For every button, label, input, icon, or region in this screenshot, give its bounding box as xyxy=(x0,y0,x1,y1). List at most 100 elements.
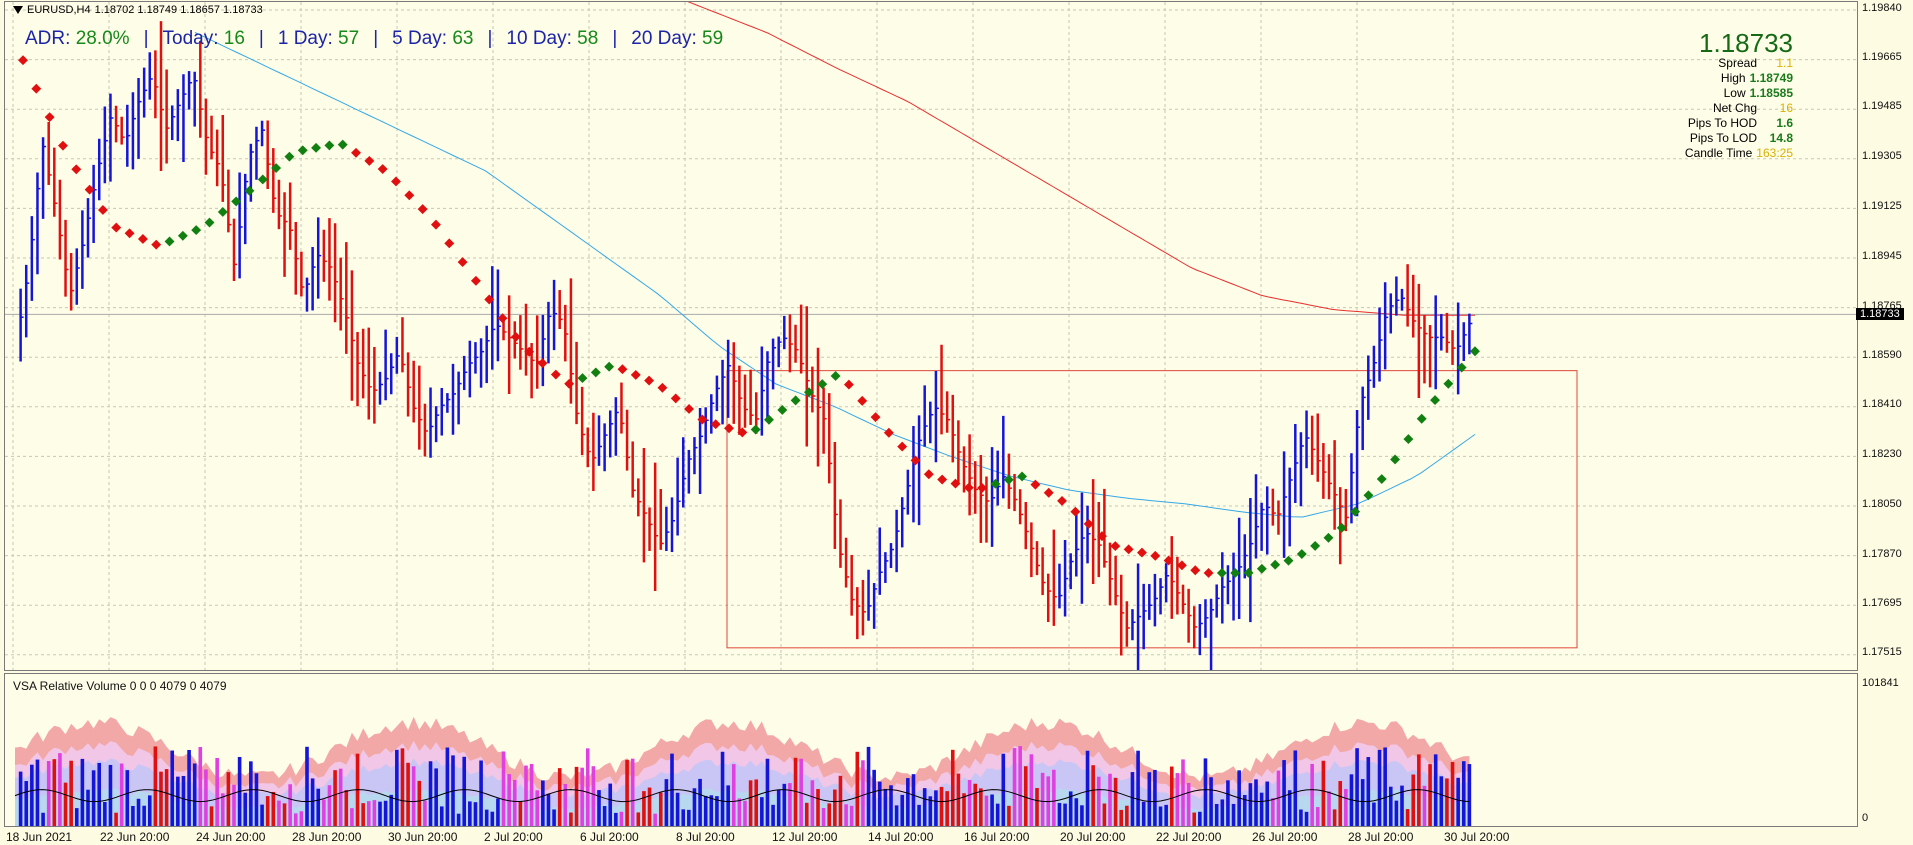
volume-bar xyxy=(855,751,860,826)
trend-dot xyxy=(271,163,282,174)
trend-dot xyxy=(297,145,308,156)
high-label: High xyxy=(1720,71,1746,85)
volume-bar xyxy=(743,800,747,826)
ohlc-bar xyxy=(1417,283,1422,399)
ohlc-bar xyxy=(148,52,153,100)
volume-bar xyxy=(956,773,961,826)
ohlc-bar xyxy=(1299,432,1304,507)
trend-dot xyxy=(590,367,601,378)
ohlc-bar xyxy=(1215,584,1220,618)
trend-dot xyxy=(257,174,268,185)
volume-bar xyxy=(675,792,680,826)
ohlc-bar xyxy=(1440,314,1445,351)
ohlc-bar xyxy=(395,336,400,374)
ohlc-bar xyxy=(923,385,928,447)
volume-bar xyxy=(917,804,921,826)
trend-dot xyxy=(18,55,28,66)
trend-dot xyxy=(1470,346,1480,357)
volume-bar xyxy=(1001,753,1006,826)
volume-bar xyxy=(1242,794,1247,826)
volume-bar xyxy=(288,784,292,826)
volume-bar xyxy=(434,768,438,826)
ohlc-bar xyxy=(743,374,748,428)
ohlc-bar xyxy=(637,478,642,517)
ohlc-bar xyxy=(586,427,591,468)
volume-pane[interactable]: VSA Relative Volume 0 0 0 4079 0 4079 xyxy=(4,673,1858,827)
time-tick: 2 Jul 20:00 xyxy=(484,830,543,844)
volume-bar xyxy=(1181,759,1185,826)
netchg-value: 16 xyxy=(1779,101,1793,115)
time-tick: 16 Jul 20:00 xyxy=(964,830,1030,844)
volume-bar xyxy=(445,747,450,826)
ohlc-bar xyxy=(1260,502,1265,551)
trend-dot xyxy=(950,478,961,489)
volume-bar xyxy=(220,793,225,826)
hod-label: Pips To HOD xyxy=(1687,116,1757,130)
ohlc-bar xyxy=(760,346,765,436)
ohlc-bar xyxy=(1400,288,1405,311)
trend-dot xyxy=(1230,568,1241,578)
volume-bar xyxy=(557,768,562,826)
ohlc-bar xyxy=(333,223,339,323)
ohlc-bar xyxy=(951,394,956,463)
ohlc-bar xyxy=(283,192,288,277)
trend-dot xyxy=(377,164,388,174)
ohlc-bar xyxy=(985,476,990,543)
ohlc-bar xyxy=(170,105,176,141)
ohlc-bar xyxy=(440,387,445,436)
ohlc-bar xyxy=(429,387,434,458)
trend-dot xyxy=(71,164,82,175)
trend-dot xyxy=(604,361,615,372)
chart-menu-triangle-icon[interactable] xyxy=(13,6,23,14)
time-tick: 30 Jul 20:00 xyxy=(1444,830,1510,844)
trend-dot xyxy=(1163,555,1174,566)
day10-value: 58 xyxy=(577,28,599,49)
time-tick: 22 Jul 20:00 xyxy=(1156,830,1222,844)
ohlc-bar xyxy=(945,391,951,433)
volume-bar xyxy=(103,802,107,826)
ohlc-bar xyxy=(1355,409,1361,517)
trend-dot xyxy=(457,257,468,268)
ohlc-bar xyxy=(519,315,524,370)
trend-dot xyxy=(1123,544,1134,555)
price-chart-canvas[interactable] xyxy=(5,2,1857,670)
volume-bar xyxy=(501,751,506,826)
ohlc-bar xyxy=(738,365,743,435)
volume-bar xyxy=(979,788,983,826)
volume-bar xyxy=(1422,785,1427,826)
ohlc-bar xyxy=(805,306,810,447)
volume-bar xyxy=(1164,804,1168,826)
ohlc-bar xyxy=(670,497,675,553)
price-chart-pane[interactable]: EURUSD,H4 1.18702 1.18749 1.18657 1.1873… xyxy=(4,1,1858,671)
trend-dot xyxy=(1003,474,1014,485)
ohlc-bar xyxy=(1434,295,1439,390)
price-tick: 1.18590 xyxy=(1862,349,1902,361)
ohlc-bar xyxy=(597,415,602,466)
volume-bar xyxy=(159,771,163,826)
ohlc-bar xyxy=(783,315,788,350)
volume-bar xyxy=(703,795,708,826)
ohlc-bar xyxy=(1136,563,1142,670)
trend-dot xyxy=(777,405,788,415)
time-tick: 30 Jun 20:00 xyxy=(388,830,458,844)
ohlc-bar xyxy=(215,129,221,187)
ohlc-bar xyxy=(1237,517,1243,620)
volume-canvas[interactable] xyxy=(5,674,1857,826)
volume-bar xyxy=(1169,766,1174,826)
current-price-marker: 1.18733 xyxy=(1856,308,1904,320)
volume-bar xyxy=(591,766,596,826)
volume-bar xyxy=(642,791,646,826)
ohlc-bar xyxy=(154,50,159,119)
trend-dot xyxy=(684,404,695,414)
ohlc-bar xyxy=(558,290,563,329)
ohlc-bar xyxy=(1091,479,1097,585)
ohlc-bar xyxy=(1075,512,1080,577)
trend-dot xyxy=(1430,395,1440,406)
ohlc-bar xyxy=(507,295,513,395)
ohlc-bar xyxy=(1277,500,1282,535)
ohlc-bar xyxy=(749,369,754,425)
ohlc-bar xyxy=(541,314,546,387)
trend-dot xyxy=(31,83,42,94)
trend-dot xyxy=(284,151,295,162)
volume-bar xyxy=(647,787,652,826)
